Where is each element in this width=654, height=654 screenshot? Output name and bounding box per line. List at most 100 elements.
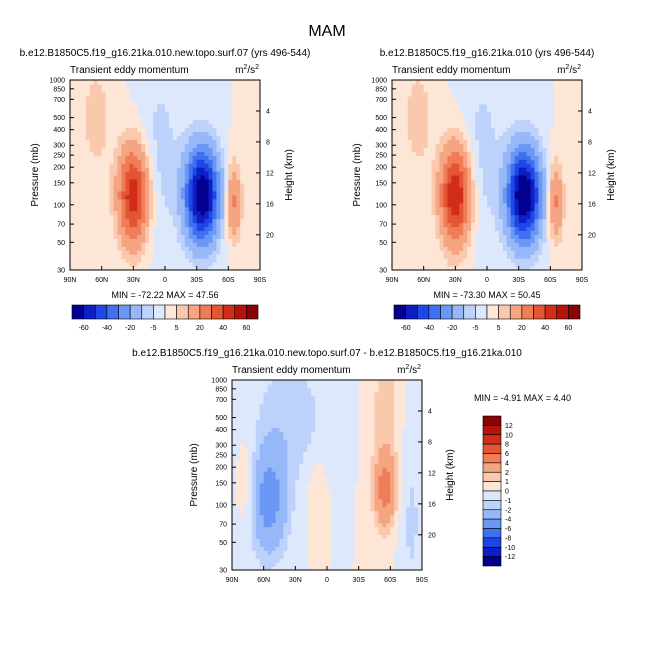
field-cell <box>562 135 567 140</box>
field-cell <box>256 238 260 243</box>
field-cell <box>411 91 417 97</box>
field-cell <box>200 262 206 267</box>
field-cell <box>471 171 476 176</box>
field-cell <box>399 182 405 188</box>
field-cell <box>153 250 158 255</box>
field-cell <box>137 266 142 270</box>
field-cell <box>431 175 437 180</box>
field-cell <box>85 266 91 270</box>
field-cell <box>419 214 425 220</box>
field-cell <box>431 99 437 105</box>
y2-tick-label: 16 <box>588 201 596 208</box>
field-cell <box>487 131 492 137</box>
field-cell <box>180 159 186 164</box>
field-cell <box>252 115 257 121</box>
field-cell <box>224 99 229 105</box>
field-cell <box>188 119 194 125</box>
field-cell <box>145 151 150 156</box>
field-cell <box>534 182 540 188</box>
field-cell <box>494 210 500 216</box>
field-cell <box>239 463 245 468</box>
field-cell <box>168 186 174 192</box>
field-cell <box>244 83 249 89</box>
field-cell <box>121 186 127 192</box>
field-cell <box>109 87 115 93</box>
field-cell <box>479 246 484 251</box>
field-cell <box>93 139 99 144</box>
field-cell <box>125 190 130 196</box>
field-cell <box>554 171 559 176</box>
field-cell <box>247 506 253 512</box>
field-cell <box>244 135 249 140</box>
field-cell <box>435 218 441 224</box>
y-tick-label: 700 <box>375 97 387 104</box>
field-cell <box>224 262 229 267</box>
field-cell <box>427 95 433 101</box>
field-cell <box>439 111 445 117</box>
field-cell <box>538 202 544 208</box>
field-cell <box>399 83 405 89</box>
field-cell <box>165 178 170 184</box>
field-cell <box>168 175 174 180</box>
field-cell <box>141 103 146 109</box>
field-cell <box>93 186 99 192</box>
field-cell <box>133 198 138 204</box>
field-cell <box>459 159 464 164</box>
field-cell <box>101 167 107 172</box>
field-cell <box>121 258 127 263</box>
field-cell <box>475 250 480 255</box>
field-cell <box>510 218 516 224</box>
field-cell <box>538 111 544 117</box>
field-cell <box>483 115 488 121</box>
field-cell <box>546 206 551 212</box>
field-cell <box>467 131 472 137</box>
field-cell <box>248 262 253 267</box>
field-cell <box>403 139 409 144</box>
field-cell <box>161 266 166 270</box>
field-cell <box>101 262 107 267</box>
field-cell <box>475 258 480 263</box>
field-cell <box>403 155 409 160</box>
field-cell <box>248 131 253 137</box>
field-cell <box>176 147 182 152</box>
field-cell <box>510 83 516 89</box>
field-cell <box>490 194 496 200</box>
field-cell <box>459 214 464 220</box>
field-cell <box>109 123 115 129</box>
field-cell <box>435 186 441 192</box>
field-cell <box>180 194 186 200</box>
colorbar-box <box>556 304 569 320</box>
field-cell <box>208 226 214 232</box>
field-cell <box>411 115 417 121</box>
field-cell <box>165 198 170 204</box>
field-cell <box>180 123 186 129</box>
field-cell <box>85 107 91 113</box>
field-cell <box>232 230 237 235</box>
field-cell <box>578 123 582 129</box>
field-cell <box>157 178 162 184</box>
field-cell <box>196 230 202 235</box>
field-cell <box>243 399 249 405</box>
field-cell <box>252 230 257 235</box>
field-cell <box>562 107 567 113</box>
field-cell <box>204 194 210 200</box>
field-cell <box>459 226 464 232</box>
field-cell <box>467 147 472 152</box>
field-cell <box>235 510 241 516</box>
field-cell <box>153 262 158 267</box>
field-cell <box>487 127 492 133</box>
field-cell <box>538 178 544 184</box>
field-cell <box>494 135 500 140</box>
field-cell <box>149 111 154 117</box>
field-cell <box>105 135 111 140</box>
field-cell <box>137 190 142 196</box>
field-cell <box>439 83 445 89</box>
field-cell <box>423 127 429 133</box>
field-cell <box>113 151 119 156</box>
field-cell <box>490 115 496 121</box>
field-cell <box>81 206 87 212</box>
field-cell <box>451 83 456 89</box>
field-cell <box>514 226 520 232</box>
field-cell <box>113 202 119 208</box>
field-cell <box>235 403 241 409</box>
